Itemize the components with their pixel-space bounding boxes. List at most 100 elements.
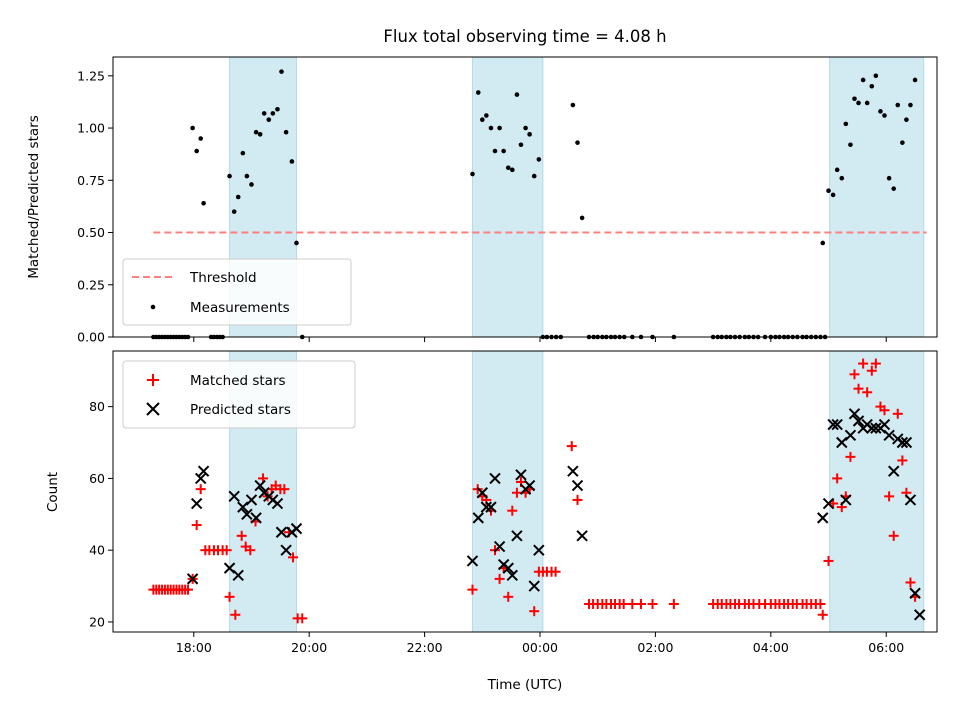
x-axis-label: Time (UTC) xyxy=(487,677,563,693)
matched-star-point xyxy=(858,358,869,369)
matched-star-point xyxy=(832,473,843,484)
legend-matched-swatch xyxy=(147,374,159,386)
measurement-point xyxy=(244,173,250,179)
measurement-point xyxy=(848,142,853,148)
legend-measurements-label: Measurements xyxy=(190,300,290,316)
matched-star-point xyxy=(467,584,478,595)
matched-star-point xyxy=(823,555,834,566)
measurement-point xyxy=(869,83,875,89)
measurement-point xyxy=(514,92,520,97)
matched-star-point xyxy=(279,484,290,495)
measurement-point xyxy=(531,173,537,179)
predicted-star-point xyxy=(237,501,249,513)
shaded-interval xyxy=(471,56,544,338)
matched-star-point xyxy=(572,494,583,505)
measurement-point xyxy=(820,240,826,246)
measurement-point xyxy=(864,100,870,106)
y-tick-label: 0.00 xyxy=(77,330,105,345)
predicted-star-point xyxy=(822,497,835,510)
matched-star-point xyxy=(221,545,232,556)
legend-predicted-swatch xyxy=(146,402,160,416)
predicted-star-point xyxy=(883,429,895,442)
predicted-star-point xyxy=(223,562,236,574)
matched-star-point xyxy=(897,455,908,466)
measurement-point xyxy=(283,129,289,135)
measurement-point xyxy=(852,96,857,102)
predicted-star-point xyxy=(528,580,540,592)
matched-star-point xyxy=(879,405,890,416)
y-tick-label: 1.25 xyxy=(77,68,105,83)
predicted-star-point xyxy=(275,526,288,538)
predicted-star-point xyxy=(472,512,484,524)
predicted-star-point xyxy=(271,497,284,510)
measurement-point xyxy=(523,125,528,131)
predicted-star-point xyxy=(844,429,857,442)
x-tick-label: 22:00 xyxy=(407,640,443,655)
measurement-point xyxy=(190,125,195,131)
matched-star-point xyxy=(245,545,256,556)
predicted-star-point xyxy=(190,497,203,510)
ratio-panel-frame xyxy=(112,56,938,338)
measurement-point xyxy=(294,240,299,246)
measurement-point xyxy=(501,148,506,154)
measurement-point xyxy=(518,142,524,148)
matched-star-point xyxy=(817,609,828,620)
predicted-star-point xyxy=(831,418,843,431)
measurement-point xyxy=(227,173,232,179)
measurement-point xyxy=(510,167,515,173)
predicted-star-point xyxy=(280,544,292,556)
predicted-star-point xyxy=(533,544,545,556)
y-tick-label: 60 xyxy=(89,471,105,486)
matched-star-point xyxy=(230,609,241,620)
measurement-point xyxy=(527,132,532,137)
measurement-point xyxy=(830,192,836,198)
predicted-star-point xyxy=(848,408,861,420)
measurement-point xyxy=(231,209,237,214)
matched-star-point xyxy=(870,358,881,369)
matched-star-point xyxy=(845,451,856,462)
matched-star-point xyxy=(635,599,646,610)
counts-y-axis-label: Count xyxy=(45,472,61,512)
matched-star-point xyxy=(627,599,638,610)
predicted-star-point xyxy=(485,501,497,513)
measurement-point xyxy=(194,148,199,154)
matched-star-point xyxy=(815,599,826,610)
matched-star-point xyxy=(862,387,873,398)
legend-predicted-label: Predicted stars xyxy=(190,402,291,418)
predicted-star-point xyxy=(254,479,266,492)
y-tick-label: 0.25 xyxy=(77,277,105,292)
predicted-star-point xyxy=(195,472,207,485)
matched-star-point xyxy=(905,577,916,588)
measurement-point xyxy=(826,188,831,194)
predicted-star-point xyxy=(489,472,501,485)
predicted-star-point xyxy=(888,465,900,477)
x-tick-label: 04:00 xyxy=(753,640,789,655)
predicted-star-point xyxy=(576,530,588,542)
y-tick-label: 1.00 xyxy=(77,121,105,136)
measurement-point xyxy=(834,167,840,173)
ratio-legend: Threshold Measurements xyxy=(122,258,352,326)
predicted-star-point xyxy=(896,436,909,449)
predicted-star-point xyxy=(900,436,913,449)
matched-star-point xyxy=(224,591,235,602)
predicted-star-point xyxy=(228,490,240,503)
measurement-point xyxy=(839,175,845,181)
matched-star-point xyxy=(288,552,299,563)
measurement-point xyxy=(856,100,861,106)
measurement-point xyxy=(497,125,502,131)
measurement-point xyxy=(249,182,254,187)
measurement-point xyxy=(253,129,259,135)
chart-title: Flux total observing time = 4.08 h xyxy=(383,27,666,46)
predicted-star-point xyxy=(245,494,258,506)
predicted-star-point xyxy=(878,418,891,431)
measurement-point xyxy=(279,69,284,74)
predicted-star-point xyxy=(290,522,303,535)
matched-star-point xyxy=(618,599,629,610)
measurement-point xyxy=(270,111,276,116)
legend-threshold-label: Threshold xyxy=(189,270,257,286)
measurement-point xyxy=(912,77,918,83)
matched-star-point xyxy=(183,584,194,595)
measurement-point xyxy=(257,132,263,137)
matched-star-point xyxy=(503,591,514,602)
